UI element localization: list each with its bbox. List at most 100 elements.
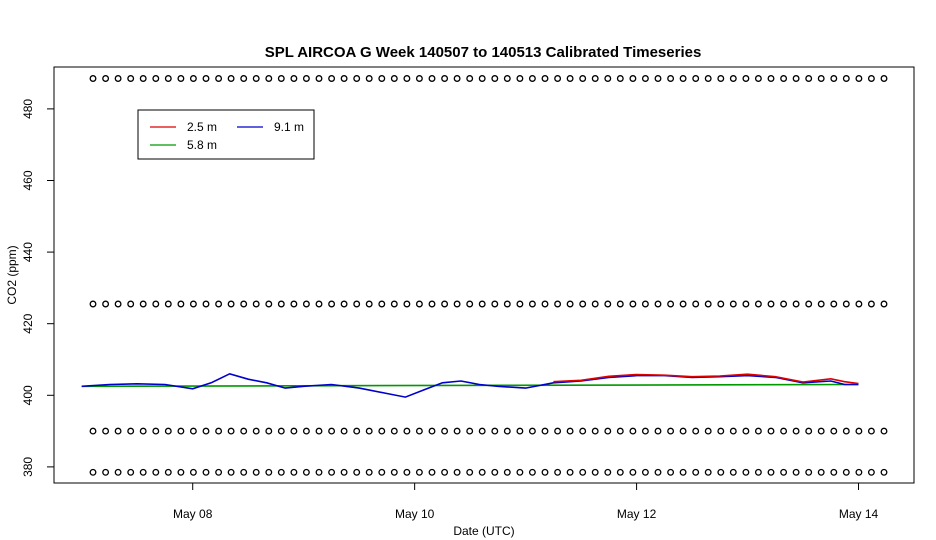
chart-title: SPL AIRCOA G Week 140507 to 140513 Calib… <box>265 44 702 61</box>
marker-point <box>604 468 612 476</box>
marker-point <box>302 300 310 308</box>
marker-point <box>692 468 700 476</box>
marker-point <box>390 75 398 82</box>
marker-point <box>403 427 411 435</box>
marker-point <box>152 427 160 435</box>
marker-point <box>692 300 700 308</box>
marker-point <box>441 75 449 82</box>
marker-point <box>177 300 185 308</box>
marker-point <box>127 468 135 476</box>
marker-point <box>641 75 649 82</box>
marker-point <box>240 300 248 308</box>
marker-point <box>102 75 110 82</box>
marker-rows <box>89 75 888 476</box>
marker-point <box>227 427 235 435</box>
marker-point <box>830 427 838 435</box>
marker-point <box>867 300 875 308</box>
marker-point <box>842 75 850 82</box>
marker-point <box>315 75 323 82</box>
legend-entry-label: 9.1 m <box>274 120 304 134</box>
marker-point <box>654 300 662 308</box>
marker-point <box>353 427 361 435</box>
marker-point <box>867 75 875 82</box>
marker-point <box>667 300 675 308</box>
marker-point <box>604 300 612 308</box>
marker-point <box>767 300 775 308</box>
x-tick-label: May 12 <box>617 507 657 521</box>
marker-point <box>390 300 398 308</box>
marker-point <box>579 468 587 476</box>
marker-point <box>290 468 298 476</box>
marker-point <box>290 75 298 82</box>
marker-point <box>240 75 248 82</box>
marker-point <box>767 427 775 435</box>
marker-point <box>491 300 499 308</box>
marker-point <box>89 75 97 82</box>
marker-point <box>202 468 210 476</box>
marker-point <box>717 300 725 308</box>
marker-point <box>441 427 449 435</box>
marker-point <box>315 468 323 476</box>
marker-point <box>189 427 197 435</box>
marker-point <box>729 300 737 308</box>
marker-point <box>428 427 436 435</box>
marker-point <box>403 468 411 476</box>
marker-point <box>767 468 775 476</box>
marker-point <box>139 427 147 435</box>
marker-point <box>754 427 762 435</box>
marker-point <box>415 300 423 308</box>
marker-point <box>478 468 486 476</box>
marker-point <box>503 468 511 476</box>
x-tick-label: May 08 <box>173 507 213 521</box>
marker-point <box>478 300 486 308</box>
marker-point <box>164 427 172 435</box>
marker-point <box>340 427 348 435</box>
y-tick-label: 400 <box>21 385 35 405</box>
marker-point <box>152 468 160 476</box>
marker-point <box>805 300 813 308</box>
marker-point <box>277 427 285 435</box>
marker-point <box>189 75 197 82</box>
marker-point <box>265 75 273 82</box>
marker-point <box>378 300 386 308</box>
marker-point <box>792 75 800 82</box>
marker-point <box>265 468 273 476</box>
marker-point <box>102 300 110 308</box>
marker-point <box>378 468 386 476</box>
marker-point <box>202 427 210 435</box>
marker-point <box>189 468 197 476</box>
marker-point <box>227 300 235 308</box>
marker-point <box>880 75 888 82</box>
marker-point <box>566 75 574 82</box>
marker-point <box>654 427 662 435</box>
marker-point <box>830 300 838 308</box>
marker-point <box>378 427 386 435</box>
marker-point <box>353 300 361 308</box>
marker-point <box>453 468 461 476</box>
marker-point <box>390 427 398 435</box>
marker-point <box>830 75 838 82</box>
marker-point <box>415 75 423 82</box>
marker-point <box>805 75 813 82</box>
marker-point <box>315 427 323 435</box>
legend-entry-label: 5.8 m <box>187 138 217 152</box>
marker-point <box>792 427 800 435</box>
marker-point <box>541 468 549 476</box>
marker-point <box>842 300 850 308</box>
marker-point <box>102 468 110 476</box>
marker-point <box>491 427 499 435</box>
marker-point <box>541 75 549 82</box>
marker-point <box>252 300 260 308</box>
marker-point <box>554 427 562 435</box>
marker-point <box>227 468 235 476</box>
marker-point <box>692 75 700 82</box>
marker-point <box>441 468 449 476</box>
marker-point <box>177 468 185 476</box>
marker-point <box>453 300 461 308</box>
y-axis: 380 400 420 440 460 480 <box>21 99 54 477</box>
marker-point <box>215 300 223 308</box>
marker-point <box>566 427 574 435</box>
marker-point <box>842 427 850 435</box>
y-tick-label: 480 <box>21 99 35 119</box>
marker-point <box>541 427 549 435</box>
